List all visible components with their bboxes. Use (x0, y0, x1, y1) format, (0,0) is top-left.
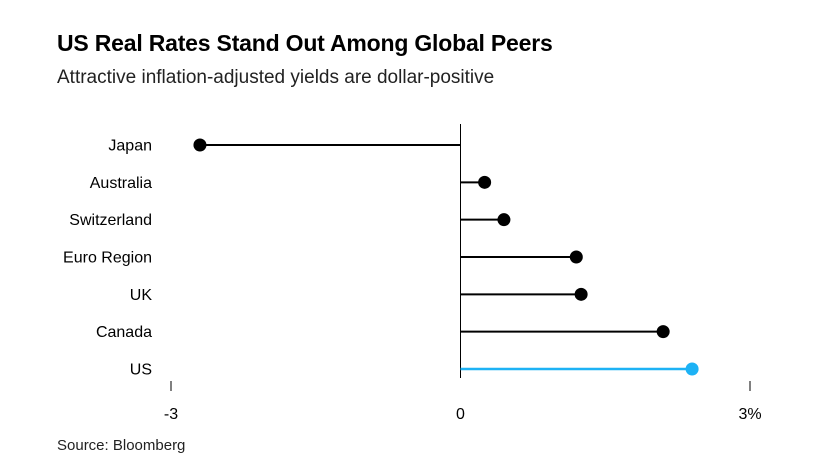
dot-japan (193, 138, 207, 152)
dot-australia (478, 175, 492, 189)
category-label-euro-region: Euro Region (63, 249, 152, 266)
chart-title: US Real Rates Stand Out Among Global Pee… (57, 30, 553, 56)
dot-euro-region (569, 250, 583, 264)
dot-us (685, 362, 699, 376)
category-label-australia: Australia (90, 175, 152, 192)
x-tick-label: -3 (164, 406, 178, 423)
category-label-uk: UK (130, 287, 153, 304)
x-tick-label: 0 (456, 406, 465, 423)
category-label-japan: Japan (108, 138, 152, 155)
category-label-us: US (130, 361, 152, 378)
category-label-canada: Canada (96, 324, 152, 341)
dot-switzerland (497, 213, 511, 227)
dot-canada (656, 325, 670, 339)
source-note: Source: Bloomberg (57, 437, 186, 454)
category-label-switzerland: Switzerland (69, 212, 152, 229)
dot-uk (574, 287, 588, 301)
x-tick-label: 3% (738, 406, 761, 423)
chart-subtitle: Attractive inflation-adjusted yields are… (57, 67, 495, 88)
